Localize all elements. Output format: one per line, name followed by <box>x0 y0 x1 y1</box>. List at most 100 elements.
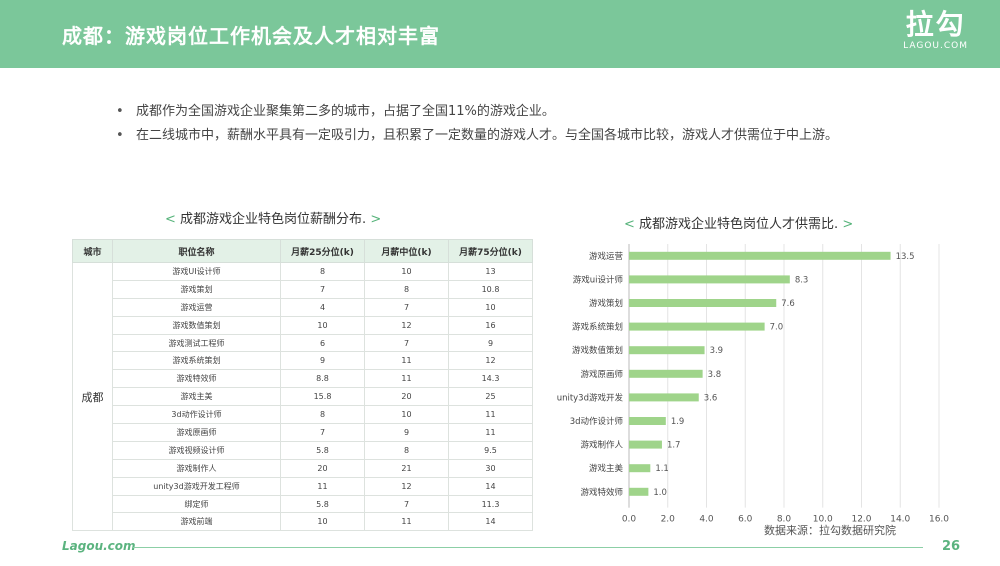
footer-divider <box>133 547 923 548</box>
bullet-item: 在二线城市中，薪酬水平具有一定吸引力，且积累了一定数量的游戏人才。与全国各城市比… <box>116 124 876 148</box>
bar-value-label: 1.9 <box>671 417 685 427</box>
p25-cell: 20 <box>280 458 365 478</box>
table-row: unity3d游戏开发工程师 11 12 14 <box>73 476 533 496</box>
p25-cell: 5.8 <box>280 440 365 460</box>
p25-cell: 15.8 <box>280 387 365 407</box>
header-p75: 月薪75分位(k) <box>448 239 533 263</box>
bar <box>629 369 703 378</box>
p75-cell: 12 <box>448 351 533 371</box>
category-label: 游戏主美 <box>589 463 624 474</box>
p25-cell: 5.8 <box>280 494 365 514</box>
category-label: 游戏策划 <box>589 298 623 309</box>
table-row: 游戏前端 10 11 14 <box>73 512 533 532</box>
position-cell: 游戏主美 <box>112 387 281 407</box>
category-label: 游戏制作人 <box>580 440 623 451</box>
position-cell: unity3d游戏开发工程师 <box>112 476 281 496</box>
position-cell: 游戏策划 <box>112 279 281 299</box>
category-label: unity3d游戏开发 <box>557 392 624 403</box>
p25-cell: 10 <box>280 315 365 335</box>
header-city: 城市 <box>72 239 113 263</box>
median-cell: 8 <box>364 440 449 460</box>
p75-cell: 14.3 <box>448 369 533 389</box>
position-cell: 游戏数值策划 <box>112 315 281 335</box>
median-cell: 10 <box>364 262 449 281</box>
median-cell: 11 <box>364 369 449 389</box>
median-cell: 7 <box>364 333 449 353</box>
p75-cell: 13 <box>448 262 533 281</box>
category-label: 3d动作设计师 <box>570 416 624 427</box>
table-row: 游戏系统策划 9 11 12 <box>73 351 533 371</box>
p25-cell: 11 <box>280 476 365 496</box>
p75-cell: 10 <box>448 297 533 317</box>
header-median: 月薪中位(k) <box>364 239 449 263</box>
category-label: 游戏数值策划 <box>572 345 623 356</box>
p25-cell: 8 <box>280 405 365 425</box>
bar-value-label: 1.1 <box>655 464 669 474</box>
median-cell: 7 <box>364 297 449 317</box>
page-number: 26 <box>942 539 961 554</box>
bar <box>629 464 651 473</box>
category-label: 游戏系统策划 <box>572 322 623 333</box>
p25-cell: 9 <box>280 351 365 371</box>
bar <box>629 346 705 355</box>
position-cell: 游戏视频设计师 <box>112 440 281 460</box>
header-p25: 月薪25分位(k) <box>280 239 365 263</box>
median-cell: 7 <box>364 494 449 514</box>
supply-demand-chart: 0.0 2.0 4.0 6.0 8.0 10.0 12.0 14.0 16.0 游戏运营 13.5 游… <box>557 244 949 525</box>
bar-value-label: 8.3 <box>795 275 809 285</box>
table-row: 游戏视频设计师 5.8 8 9.5 <box>73 440 533 460</box>
p75-cell: 10.8 <box>448 279 533 299</box>
table-row: 游戏原画师 7 9 11 <box>73 423 533 442</box>
p75-cell: 9.5 <box>448 440 533 460</box>
logo-cn: 拉勾 <box>905 8 966 41</box>
table-row: 绑定师 5.8 7 11.3 <box>73 494 533 514</box>
table-row: 游戏数值策划 10 12 16 <box>73 315 533 335</box>
bar <box>629 440 662 449</box>
category-label: 游戏特效师 <box>580 487 623 498</box>
x-tick-label: 10.0 <box>813 515 833 525</box>
position-cell: 游戏原画师 <box>112 423 281 442</box>
bar <box>629 275 790 284</box>
median-cell: 21 <box>364 458 449 478</box>
p75-cell: 14 <box>448 512 533 532</box>
header-bar: 成都：游戏岗位工作机会及人才相对丰富 拉勾 LAGOU.COM <box>0 0 1000 68</box>
header-position: 职位名称 <box>112 239 281 263</box>
p25-cell: 4 <box>280 297 365 317</box>
position-cell: 游戏特效师 <box>112 369 281 389</box>
x-tick-label: 4.0 <box>699 515 714 525</box>
bar-value-label: 1.0 <box>653 488 667 498</box>
bar-value-label: 3.9 <box>710 346 724 356</box>
table-header-row: 城市 职位名称 月薪25分位(k) 月薪中位(k) 月薪75分位(k) <box>72 239 533 263</box>
bar <box>629 251 891 260</box>
p75-cell: 16 <box>448 315 533 335</box>
bar-value-label: 7.6 <box>781 299 795 309</box>
table-row: 游戏策划 7 8 10.8 <box>73 279 533 299</box>
salary-table: 城市 职位名称 月薪25分位(k) 月薪中位(k) 月薪75分位(k) 成都 游戏… <box>72 239 533 532</box>
category-label: 游戏运营 <box>589 251 623 262</box>
median-cell: 11 <box>364 351 449 371</box>
x-tick-label: 12.0 <box>851 515 871 525</box>
table-row: 成都 游戏UI设计师 8 10 13 <box>72 261 533 532</box>
bar-value-label: 3.6 <box>704 393 718 403</box>
category-label: 游戏原画师 <box>580 369 623 380</box>
p25-cell: 8 <box>280 262 365 281</box>
position-cell: 游戏运营 <box>112 297 281 317</box>
bar <box>629 322 765 331</box>
bar <box>629 299 777 307</box>
x-tick-label: 2.0 <box>661 515 676 525</box>
p25-cell: 8.8 <box>280 369 365 389</box>
x-tick-label: 8.0 <box>777 515 792 525</box>
p25-cell: 7 <box>280 279 365 299</box>
data-source: 数据来源：拉勾数据研究院 <box>764 524 896 537</box>
position-cell: 游戏测试工程师 <box>112 333 281 353</box>
position-cell: 游戏UI设计师 <box>112 262 281 281</box>
position-cell: 游戏系统策划 <box>112 351 281 371</box>
city-cell: 成都 <box>72 261 113 532</box>
p75-cell: 11 <box>448 423 533 442</box>
bar-value-label: 13.5 <box>896 252 915 262</box>
p25-cell: 6 <box>280 333 365 353</box>
category-label: 游戏ui设计师 <box>573 274 624 285</box>
p25-cell: 10 <box>280 512 365 532</box>
bar-value-label: 3.8 <box>708 370 722 380</box>
table-row: 3d动作设计师 8 10 11 <box>73 405 533 425</box>
